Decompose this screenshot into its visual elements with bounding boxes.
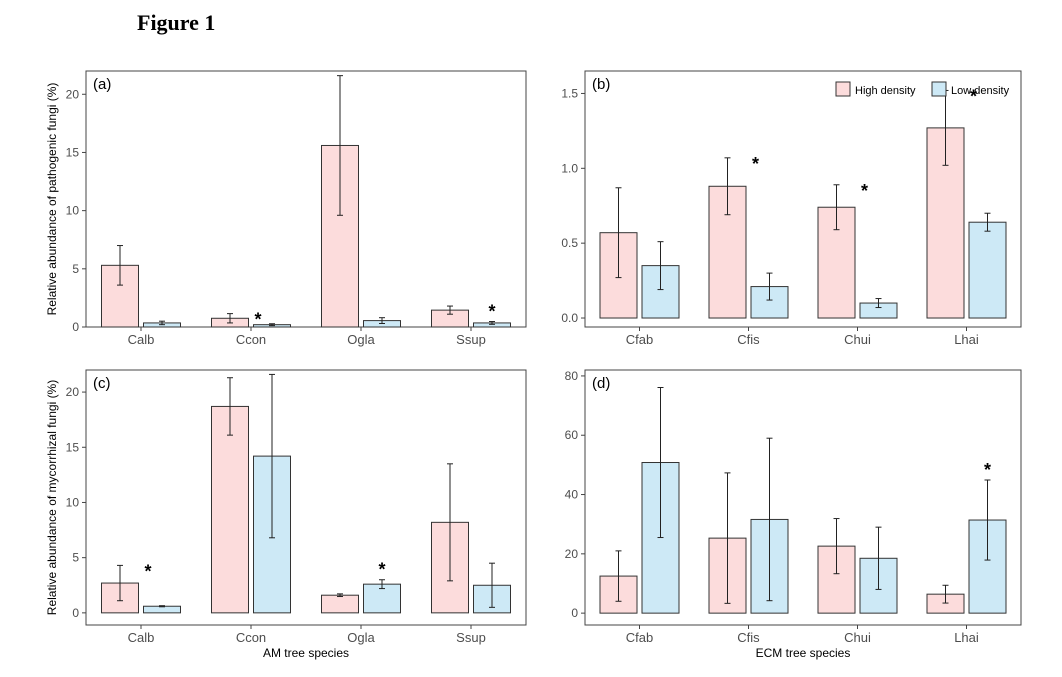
y-tick-label: 0 bbox=[571, 606, 578, 620]
bar-high-density bbox=[211, 405, 249, 614]
legend-swatch-high bbox=[835, 81, 851, 97]
panel-c: 0 5 10 15 20 Calb * Ccon Ogla * Ssup (c) Relative ab… bbox=[45, 369, 527, 660]
significance-star: * bbox=[752, 154, 759, 174]
x-tick-label: Ccon bbox=[236, 332, 266, 347]
x-tick-label: Cfab bbox=[626, 630, 653, 645]
x-tick-label: Ssup bbox=[456, 332, 486, 347]
y-tick-label: 60 bbox=[565, 428, 579, 442]
y-tick-label: 10 bbox=[66, 204, 80, 218]
x-tick-label: Cfis bbox=[737, 332, 760, 347]
legend-swatch-low bbox=[931, 81, 947, 97]
significance-star: * bbox=[984, 460, 991, 480]
panel-label: (d) bbox=[592, 375, 610, 392]
y-axis-label: Relative abundance of mycorrhizal fungi … bbox=[45, 380, 59, 615]
y-tick-label: 15 bbox=[66, 440, 80, 454]
y-tick-label: 5 bbox=[72, 262, 79, 276]
panel-frame bbox=[85, 369, 527, 626]
x-tick-label: Calb bbox=[128, 630, 155, 645]
x-tick-label: Cfis bbox=[737, 630, 760, 645]
y-tick-label: 15 bbox=[66, 145, 80, 159]
y-tick-label: 0 bbox=[72, 606, 79, 620]
x-tick-label: Lhai bbox=[954, 630, 979, 645]
y-tick-label: 0 bbox=[72, 320, 79, 334]
significance-star: * bbox=[488, 302, 495, 322]
panel-frame bbox=[584, 70, 1022, 328]
significance-star: * bbox=[144, 561, 151, 581]
x-axis-label: ECM tree species bbox=[756, 646, 851, 660]
panel-b: 0.0 0.5 1.0 1.5 Cfab Cfis * Chui * Lhai * (b) High d… bbox=[561, 70, 1022, 347]
significance-star: * bbox=[254, 310, 261, 330]
x-axis-label: AM tree species bbox=[263, 646, 349, 660]
y-tick-label: 1.0 bbox=[561, 161, 578, 175]
panel-frame bbox=[85, 70, 527, 328]
x-tick-label: Ssup bbox=[456, 630, 486, 645]
y-tick-label: 40 bbox=[565, 488, 579, 502]
legend-label: Low density bbox=[951, 85, 1010, 97]
y-tick-label: 1.5 bbox=[561, 86, 578, 100]
y-tick-label: 20 bbox=[565, 547, 579, 561]
legend: High density Low density bbox=[835, 81, 1010, 97]
x-tick-label: Cfab bbox=[626, 332, 653, 347]
significance-star: * bbox=[970, 86, 977, 106]
y-tick-label: 0.5 bbox=[561, 236, 578, 250]
y-tick-label: 5 bbox=[72, 551, 79, 565]
panel-label: (b) bbox=[592, 76, 610, 93]
x-tick-label: Ogla bbox=[347, 630, 375, 645]
y-tick-label: 20 bbox=[66, 87, 80, 101]
y-axis-label: Relative abundance of pathogenic fungi (… bbox=[45, 83, 59, 316]
y-tick-label: 10 bbox=[66, 495, 80, 509]
bar-high-density bbox=[321, 594, 359, 614]
figure-title: Figure 1 bbox=[137, 10, 216, 35]
y-tick-label: 20 bbox=[66, 385, 80, 399]
x-tick-label: Chui bbox=[844, 332, 871, 347]
panel-label: (a) bbox=[93, 76, 111, 93]
x-tick-label: Ccon bbox=[236, 630, 266, 645]
y-tick-label: 0.0 bbox=[561, 311, 578, 325]
panel-label: (c) bbox=[93, 375, 111, 392]
x-tick-label: Lhai bbox=[954, 332, 979, 347]
legend-label: High density bbox=[855, 85, 916, 97]
y-tick-label: 80 bbox=[565, 369, 579, 383]
significance-star: * bbox=[861, 181, 868, 201]
x-tick-label: Chui bbox=[844, 630, 871, 645]
panel-d: 0 20 40 60 80 Cfab Cfis Chui Lhai * (d) ECM tree sp… bbox=[565, 369, 1022, 660]
significance-star: * bbox=[378, 560, 385, 580]
panel-frame bbox=[584, 369, 1022, 626]
x-tick-label: Calb bbox=[128, 332, 155, 347]
x-tick-label: Ogla bbox=[347, 332, 375, 347]
bar-low-density bbox=[968, 221, 1007, 319]
